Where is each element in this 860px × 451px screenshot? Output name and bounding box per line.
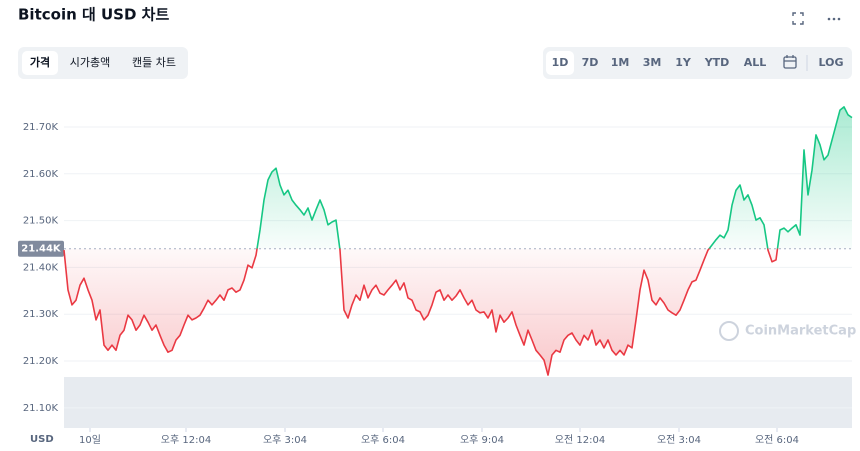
x-tick-label: 오전 6:04: [755, 434, 799, 446]
active-tab-bg: [22, 51, 58, 75]
area-fill: [64, 106, 852, 376]
active-range-bg: [546, 51, 574, 75]
x-tick-label: 오후 12:04: [161, 434, 211, 446]
tab-button[interactable]: 시가총액: [70, 56, 110, 69]
baseline-label: 21.44K: [21, 244, 62, 255]
x-tick-label: 오전 12:04: [555, 434, 605, 446]
price-line: [63, 106, 853, 376]
y-tick-label: 21.20K: [23, 356, 59, 367]
range-button[interactable]: 1M: [611, 56, 630, 69]
y-tick-label: 21.70K: [23, 122, 59, 133]
range-button[interactable]: 3M: [643, 56, 662, 69]
watermark: CoinMarketCap: [719, 321, 856, 341]
more-icon[interactable]: [827, 17, 841, 21]
tab-group: [18, 47, 188, 79]
range-button[interactable]: ALL: [744, 56, 767, 69]
range-button[interactable]: 1Y: [675, 56, 692, 69]
watermark-text: CoinMarketCap: [745, 324, 856, 339]
calendar-icon[interactable]: [783, 55, 797, 69]
chart-title: Bitcoin 대 USD 차트: [18, 6, 169, 24]
range-button[interactable]: YTD: [704, 56, 730, 69]
range-button[interactable]: 7D: [582, 56, 599, 69]
chart: 21.10K 21.20K 21.30K 21.40K 21.50K 21.60K 21.7…: [18, 106, 853, 446]
baseline-label-bg: [18, 240, 64, 257]
range-button[interactable]: 1D: [552, 56, 569, 69]
y-tick-label: 21.50K: [23, 216, 59, 227]
x-tick-label: 오후 6:04: [361, 434, 405, 446]
range-group: [543, 47, 852, 79]
y-tick-label: 21.60K: [23, 169, 59, 180]
y-tick-label: 21.10K: [23, 403, 59, 414]
tab-button[interactable]: 가격: [30, 55, 50, 69]
fullscreen-icon[interactable]: [792, 12, 804, 25]
y-unit-label: USD: [30, 434, 54, 445]
x-tick-label: 오후 3:04: [263, 434, 307, 446]
x-tick-label: 10일: [79, 434, 101, 446]
y-tick-label: 21.30K: [23, 309, 59, 320]
volume-band: [64, 377, 852, 428]
x-tick-label: 오전 3:04: [657, 434, 701, 446]
y-tick-label: 21.40K: [23, 262, 59, 273]
tab-button[interactable]: 캔들 차트: [132, 56, 176, 69]
log-button[interactable]: LOG: [819, 56, 844, 69]
x-tick-label: 오후 9:04: [460, 434, 504, 446]
